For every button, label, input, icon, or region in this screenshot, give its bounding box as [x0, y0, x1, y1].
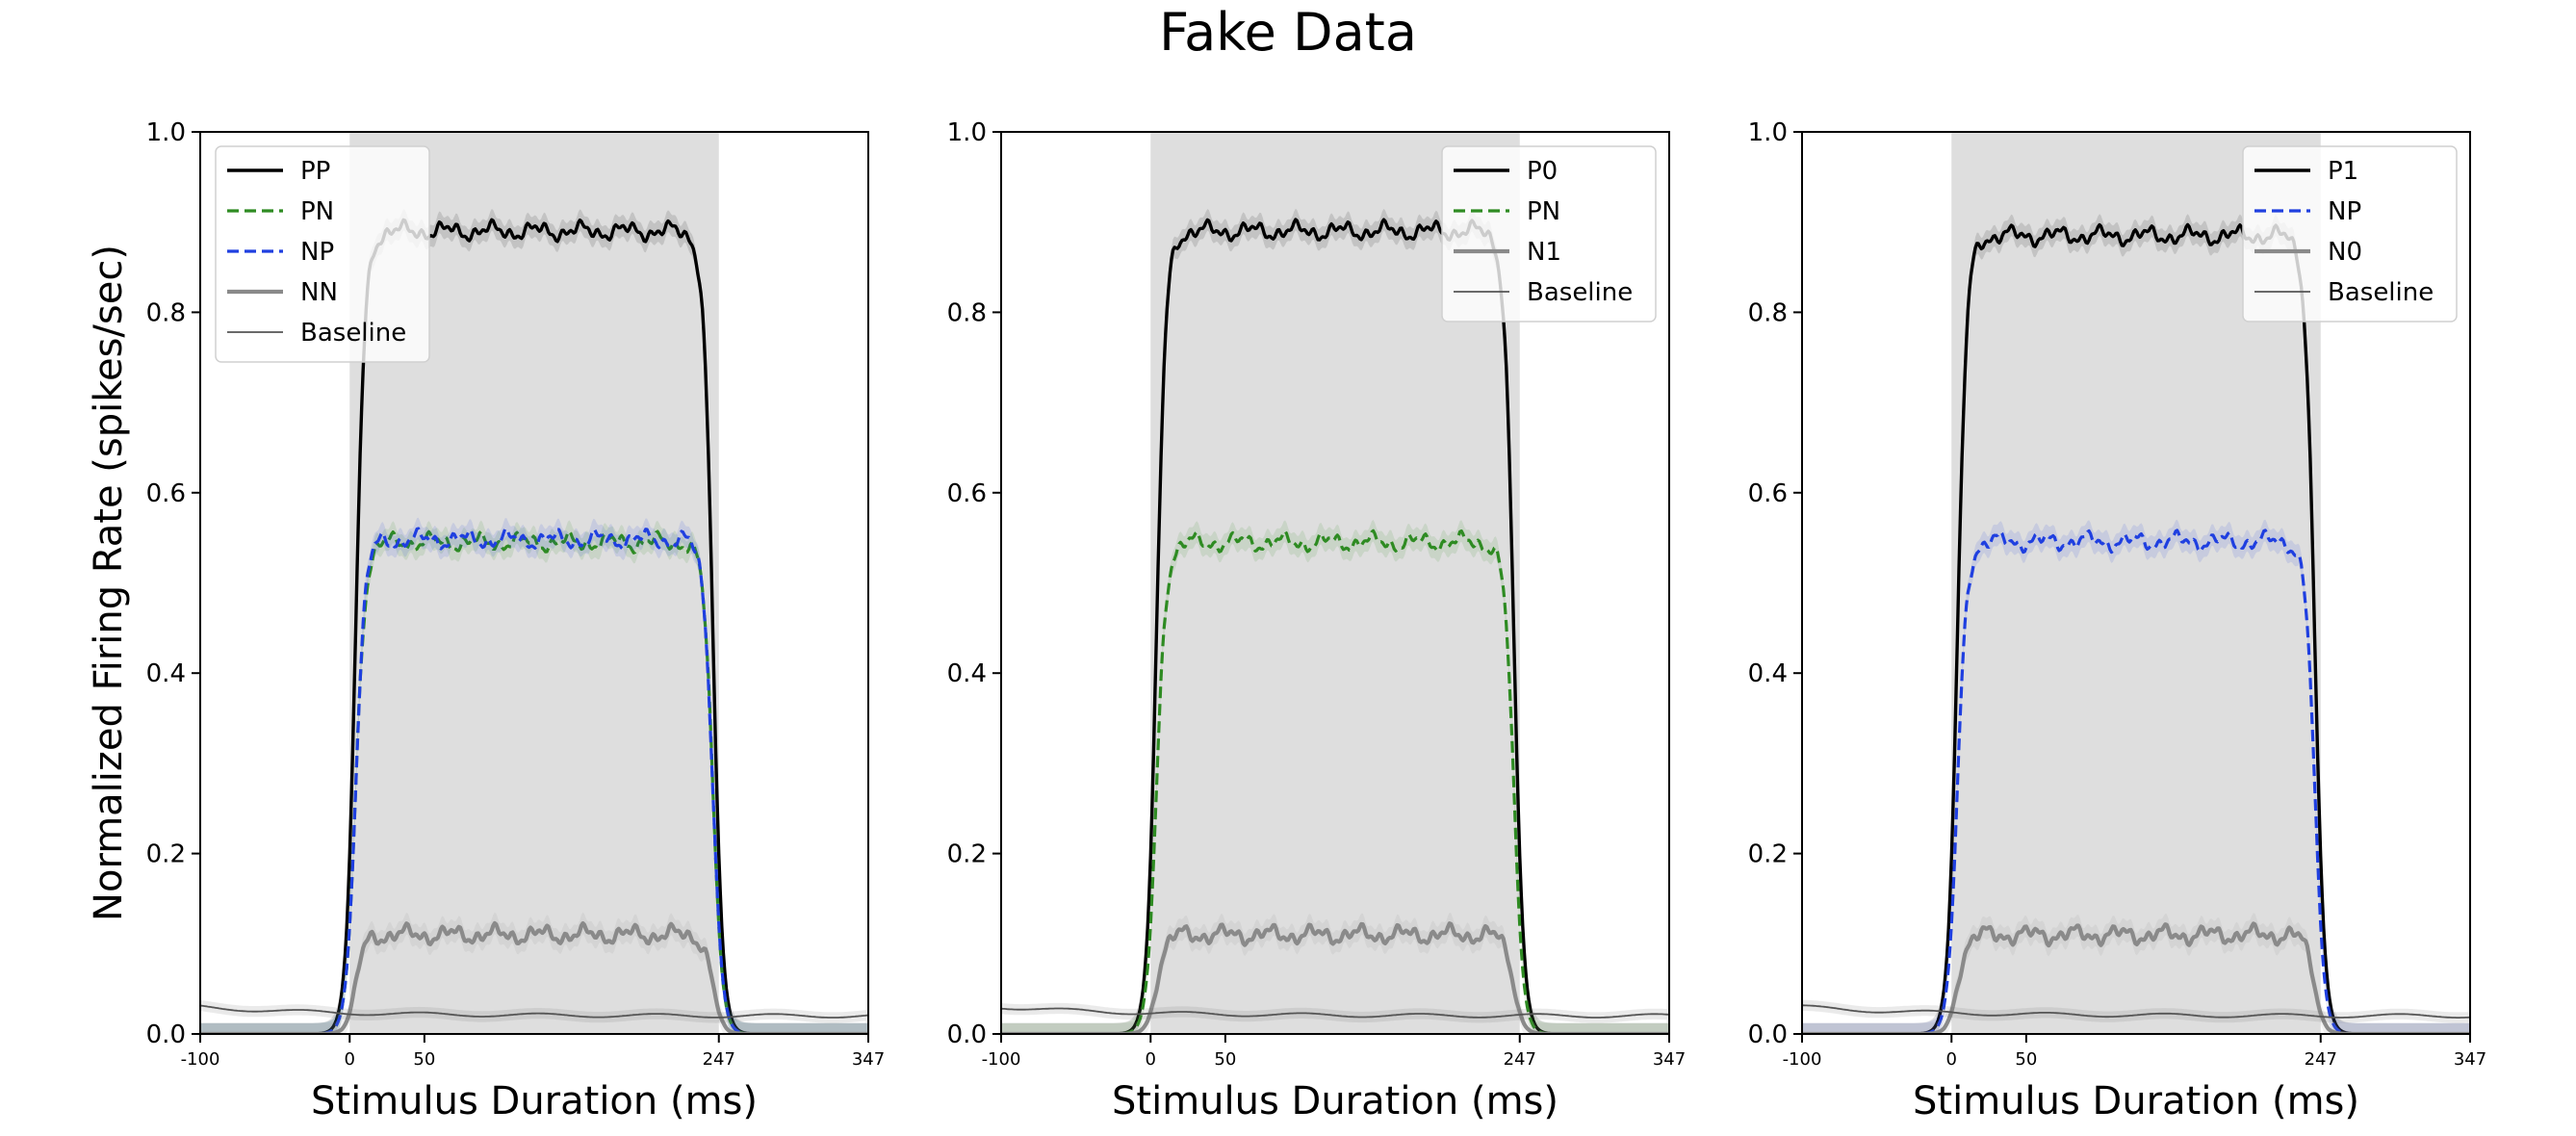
error-band-baseline [1001, 1002, 1669, 1023]
series-line-baseline [1802, 1004, 2470, 1019]
error-band-baseline [1802, 999, 2470, 1023]
x-tick-label: 247 [1504, 1049, 1536, 1070]
legend-box [1441, 145, 1657, 323]
x-tick-label: 50 [1214, 1049, 1236, 1070]
axes-frame [1000, 131, 1670, 1035]
legend-label-pn: PN [300, 197, 334, 226]
y-tick-label: 0.8 [146, 298, 186, 327]
legend: P1 NP N0 Baseline [2242, 145, 2458, 323]
legend-label-pp: PP [300, 157, 330, 186]
legend-label-baseline: Baseline [1527, 278, 1633, 307]
y-tick-label: 0.6 [1748, 479, 1788, 508]
y-tick-label: 0.6 [146, 479, 186, 508]
legend-label-baseline: Baseline [2328, 278, 2434, 307]
x-tick-label: 0 [345, 1049, 355, 1070]
series-line-baseline [1001, 1007, 1669, 1019]
x-tick-label: 347 [2454, 1049, 2486, 1070]
legend-label-n0: N0 [2328, 238, 2362, 267]
series-line-nn [200, 920, 868, 1034]
legend: PP PN NP NN Baseline [215, 145, 430, 363]
x-tick-label: -100 [181, 1049, 220, 1070]
x-tick-label: 247 [703, 1049, 735, 1070]
series-line-n0 [1802, 921, 2470, 1034]
x-tick-label: 0 [1146, 1049, 1156, 1070]
series-line-baseline [200, 1004, 868, 1019]
y-tick-label: 0.0 [146, 1020, 186, 1049]
legend-label-np: NP [300, 238, 334, 267]
x-tick-label: 347 [1653, 1049, 1686, 1070]
y-tick-label: 0.2 [1748, 840, 1788, 869]
y-tick-label: 0.2 [146, 840, 186, 869]
x-tick-label: 50 [413, 1049, 435, 1070]
y-tick-label: 0.2 [947, 840, 987, 869]
legend-label-p0: P0 [1527, 157, 1558, 186]
chart-panel-3: 0.0 0.2 0.4 0.6 0.8 1.0 -100 0 50 247 347 Stimulus … [1748, 118, 2487, 1123]
y-tick-label: 0.6 [947, 479, 987, 508]
legend-label-nn: NN [300, 278, 338, 307]
x-tick-label: 50 [2015, 1049, 2037, 1070]
legend-label-n1: N1 [1527, 238, 1561, 267]
legend-box [215, 145, 430, 363]
y-tick-label: 0.0 [1748, 1020, 1788, 1049]
legend-label-pn: PN [1527, 197, 1560, 226]
y-tick-label: 0.4 [947, 659, 987, 688]
y-tick-label: 0.4 [1748, 659, 1788, 688]
y-tick-label: 0.4 [146, 659, 186, 688]
x-tick-label: 247 [2305, 1049, 2337, 1070]
chart-panel-1: 0.0 0.2 0.4 0.6 0.8 1.0 -100 0 50 247 347 Stimulus … [87, 118, 885, 1123]
x-axis-label: Stimulus Duration (ms) [1112, 1079, 1558, 1123]
y-tick-label: 0.8 [1748, 298, 1788, 327]
legend-box [2242, 145, 2458, 323]
x-axis-label: Stimulus Duration (ms) [1913, 1079, 2359, 1123]
legend-label-p1: P1 [2328, 157, 2358, 186]
chart-panel-2: 0.0 0.2 0.4 0.6 0.8 1.0 -100 0 50 247 347 Stimulus … [947, 118, 1687, 1123]
axes-frame [1801, 131, 2471, 1035]
y-tick-label: 0.8 [947, 298, 987, 327]
x-tick-label: -100 [982, 1049, 1021, 1070]
y-tick-label: 1.0 [146, 118, 186, 147]
x-axis-label: Stimulus Duration (ms) [311, 1079, 758, 1123]
y-tick-label: 1.0 [1748, 118, 1788, 147]
legend-label-np: NP [2328, 197, 2361, 226]
y-tick-label: 0.0 [947, 1020, 987, 1049]
x-tick-label: -100 [1783, 1049, 1822, 1070]
y-tick-label: 1.0 [947, 118, 987, 147]
x-tick-label: 347 [852, 1049, 885, 1070]
legend: P0 PN N1 Baseline [1441, 145, 1657, 323]
series-line-n1 [1001, 921, 1669, 1034]
x-tick-label: 0 [1946, 1049, 1957, 1070]
y-axis-label: Normalized Firing Rate (spikes/sec) [87, 245, 131, 921]
axes-frame [199, 131, 869, 1035]
figure-title: Fake Data [1159, 2, 1417, 63]
legend-label-baseline: Baseline [300, 319, 406, 348]
